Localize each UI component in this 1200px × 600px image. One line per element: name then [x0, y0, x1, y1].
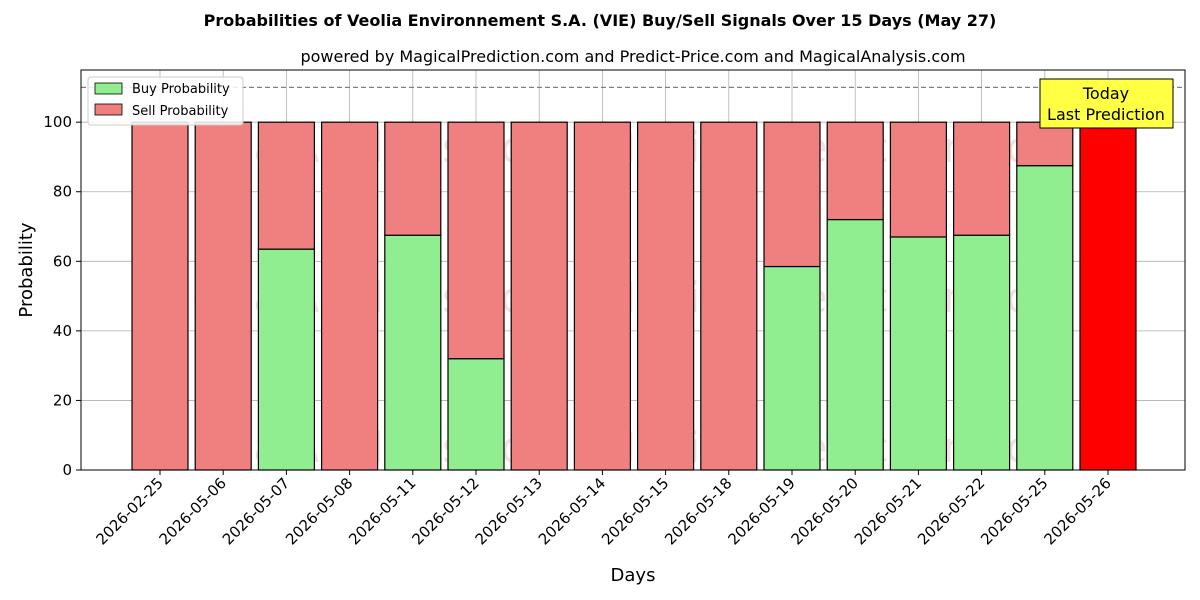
bar-buy: [384, 234, 442, 471]
x-tick-label: 2026-05-12: [408, 474, 482, 548]
x-tick-label: 2026-05-07: [219, 474, 293, 548]
today-annotation: Today Last Prediction: [1039, 78, 1174, 129]
x-tick-label: 2026-05-14: [535, 474, 609, 548]
legend-label-buy: Buy Probability: [132, 82, 230, 97]
bar-sell: [384, 121, 442, 236]
x-tick-label: 2026-05-22: [914, 474, 988, 548]
bar-buy: [826, 218, 884, 471]
x-tick-label: 2026-05-20: [788, 474, 862, 548]
legend: Buy Probability Sell Probability: [87, 76, 244, 126]
chart-title: Probabilities of Veolia Environnement S.…: [204, 11, 997, 30]
bar-sell: [510, 121, 568, 471]
bar-buy: [447, 358, 505, 471]
y-axis-label: Probability: [16, 222, 37, 317]
y-tick-label: 80: [53, 183, 72, 201]
y-tick-label: 100: [43, 113, 72, 131]
x-axis-label: Days: [611, 565, 656, 586]
bar-sell: [889, 121, 948, 238]
y-ticks: 0 20 40 60 80 100: [43, 113, 81, 479]
today-box: [1039, 78, 1174, 129]
today-label: Today: [1082, 84, 1129, 103]
x-tick-label: 2026-05-13: [472, 474, 546, 548]
x-tick-label: 2026-05-08: [282, 474, 356, 548]
legend-box: [87, 76, 244, 126]
bar-buy: [952, 234, 1011, 471]
bar-sell: [321, 121, 379, 471]
y-tick-label: 20: [53, 391, 72, 409]
plot-frame: [80, 69, 1186, 471]
last-prediction-label: Last Prediction: [1047, 105, 1165, 124]
x-tick-label: 2026-05-18: [661, 474, 735, 548]
bar-sell: [826, 121, 884, 221]
x-ticks: 2026-02-252026-05-062026-05-072026-05-08…: [92, 470, 1115, 548]
chart-subtitle: powered by MagicalPrediction.com and Pre…: [300, 47, 965, 66]
bar-buy: [763, 265, 821, 471]
y-tick-label: 60: [53, 252, 72, 270]
y-tick-label: 0: [62, 461, 72, 479]
x-tick-label: 2026-05-15: [598, 474, 672, 548]
legend-label-sell: Sell Probability: [132, 104, 229, 119]
bar-sell: [573, 121, 632, 471]
bar-sell: [194, 121, 252, 471]
bar-sell: [636, 121, 695, 471]
x-tick-label: 2026-05-11: [345, 474, 419, 548]
bar-sell: [131, 121, 189, 471]
x-tick-label: 2026-05-06: [156, 474, 230, 548]
legend-swatch-sell: [94, 103, 123, 116]
bar-buy: [889, 236, 948, 471]
bar-sell: [763, 121, 821, 268]
bar-sell: [1079, 121, 1137, 471]
x-tick-label: 2026-02-25: [92, 474, 166, 548]
x-tick-label: 2026-05-19: [724, 474, 798, 548]
bar-sell: [700, 121, 758, 471]
x-tick-label: 2026-05-26: [1040, 474, 1114, 548]
bar-sell: [257, 121, 315, 250]
x-tick-label: 2026-05-21: [851, 474, 925, 548]
x-tick-label: 2026-05-25: [977, 474, 1051, 548]
legend-swatch-buy: [94, 82, 123, 95]
bars: [131, 121, 1137, 471]
bar-buy: [1016, 165, 1074, 471]
bar-buy: [257, 248, 315, 471]
bar-sell: [952, 121, 1011, 236]
bar-sell: [447, 121, 505, 360]
y-tick-label: 40: [53, 322, 72, 340]
bar-sell: [1016, 121, 1074, 167]
